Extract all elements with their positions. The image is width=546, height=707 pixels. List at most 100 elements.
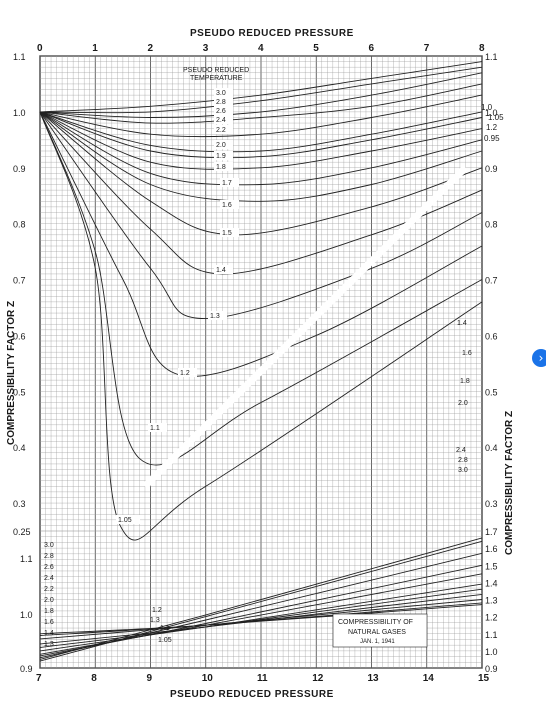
curve-label: 2.0 xyxy=(216,142,226,149)
curve-label: 1.9 xyxy=(216,153,226,160)
curve-lower-1.3 xyxy=(39,564,483,657)
x-tick-bottom: 10 xyxy=(202,673,214,684)
curve-label: 1.3 xyxy=(210,313,220,320)
lower-curve-label: 3.0 xyxy=(44,542,54,549)
y-tick-left-lower: 0.9 xyxy=(20,664,33,674)
right-curve-label: 0.95 xyxy=(484,134,500,143)
x-tick-top: 2 xyxy=(148,43,154,54)
x-tick-top: 1 xyxy=(92,43,98,54)
x-tick-bottom: 7 xyxy=(36,673,42,684)
curve-upper-2.6 xyxy=(39,72,483,118)
curve-upper-1.1 xyxy=(39,111,483,466)
lower-series-label: 1.05 xyxy=(158,637,172,644)
y-tick-right: 0.4 xyxy=(485,443,498,453)
x-tick-top: 4 xyxy=(258,43,264,54)
y-tick-right-lower: 1.6 xyxy=(485,544,498,554)
chart-title-top: PSEUDO REDUCED PRESSURE xyxy=(190,28,354,39)
right-curve-label: 1.0 xyxy=(481,103,493,112)
y-tick-left-lower: 1.0 xyxy=(20,610,33,620)
curve-upper-2.4 xyxy=(39,83,483,124)
right-curve-label: 1.2 xyxy=(486,123,498,132)
lower-series-label: 2.0 xyxy=(458,400,468,407)
lower-curve-label: 2.8 xyxy=(44,553,54,560)
y-tick-right: 1.1 xyxy=(485,52,498,62)
y-tick-right-lower: 1.5 xyxy=(485,561,498,571)
lower-series-label: 1.6 xyxy=(462,350,472,357)
y-tick-right-lower: 1.3 xyxy=(485,596,498,606)
y-tick-left: 1.1 xyxy=(13,52,26,62)
curve-label: 1.1 xyxy=(150,425,160,432)
label-bg xyxy=(214,88,233,97)
curve-lower-1.1 xyxy=(39,540,483,662)
label-bg xyxy=(214,151,233,160)
y-tick-left: 0.25 xyxy=(13,527,31,537)
label-bg xyxy=(214,125,233,134)
y-tick-left: 0.3 xyxy=(13,499,26,509)
y-tick-left: 0.9 xyxy=(13,164,26,174)
annotation-box xyxy=(332,613,428,648)
y-tick-right-lower: 0.9 xyxy=(485,664,498,674)
label-bg xyxy=(214,97,233,106)
y-tick-left: 0.6 xyxy=(13,331,26,341)
x-tick-bottom: 9 xyxy=(147,673,153,684)
y-tick-right: 0.8 xyxy=(485,220,498,230)
curve-upper-1.9 xyxy=(39,111,483,159)
x-tick-bottom: 14 xyxy=(423,673,435,684)
y-tick-right: 1.0 xyxy=(485,108,498,118)
y-tick-left: 0.5 xyxy=(13,387,26,397)
y-tick-left: 0.7 xyxy=(13,276,26,286)
diagonal-band xyxy=(142,165,468,489)
y-tick-right: 0.5 xyxy=(485,387,498,397)
x-tick-bottom: 13 xyxy=(368,673,380,684)
lower-series-label: 1.3 xyxy=(150,617,160,624)
y-tick-right: 0.9 xyxy=(485,164,498,174)
y-tick-left-lower: 1.1 xyxy=(20,554,33,564)
grid xyxy=(39,55,483,669)
x-axis-title-bottom: PSEUDO REDUCED PRESSURE xyxy=(170,689,334,700)
lower-curve-label: 2.4 xyxy=(44,575,54,582)
curve-upper-1.6 xyxy=(39,111,483,202)
label-bg xyxy=(148,423,167,432)
y-tick-right: 0.3 xyxy=(485,499,498,509)
label-bg xyxy=(220,228,239,237)
x-tick-bottom: 15 xyxy=(478,673,490,684)
curve-upper-2.2 xyxy=(39,94,483,138)
lower-series-label: 1.2 xyxy=(152,607,162,614)
curve-label: 2.8 xyxy=(216,99,226,106)
label-bg xyxy=(214,106,233,115)
label-bg xyxy=(214,162,233,171)
chevron-right-icon[interactable]: › xyxy=(532,349,546,367)
y-tick-right-lower: 1.2 xyxy=(485,613,498,623)
curve-upper-1.05 xyxy=(39,111,483,541)
label-bg xyxy=(116,515,140,524)
annotation-line: NATURAL GASES xyxy=(348,629,406,636)
curve-label: 1.5 xyxy=(222,230,232,237)
curve-label: 2.2 xyxy=(216,127,226,134)
lower-series-label: 1.8 xyxy=(460,378,470,385)
x-tick-top: 7 xyxy=(424,43,430,54)
y-axis-title-right: COMPRESSIBILITY FACTOR Z xyxy=(504,411,515,555)
y-tick-right-lower: 1.1 xyxy=(485,630,498,640)
x-tick-top: 0 xyxy=(37,43,43,54)
curve-label: 1.7 xyxy=(222,180,232,187)
curve-label: 1.05 xyxy=(118,517,132,524)
lower-series-label: 2.8 xyxy=(458,457,468,464)
x-tick-bottom: 12 xyxy=(312,673,324,684)
curve-upper-2.0 xyxy=(39,111,483,153)
label-bg xyxy=(208,311,227,320)
label-bg xyxy=(214,140,233,149)
x-tick-bottom: 11 xyxy=(257,673,268,684)
x-tick-bottom: 8 xyxy=(91,673,97,684)
curve-label: 3.0 xyxy=(216,90,226,97)
y-tick-right: 0.6 xyxy=(485,331,498,341)
annotation-line: JAN. 1, 1941 xyxy=(360,639,395,645)
curve-label: 1.4 xyxy=(216,267,226,274)
curve-label: 2.6 xyxy=(216,108,226,115)
y-tick-left: 0.8 xyxy=(13,220,26,230)
curve-upper-1.7 xyxy=(39,111,483,186)
label-bg xyxy=(220,200,239,209)
x-tick-top: 3 xyxy=(203,43,209,54)
y-tick-right-lower: 1.4 xyxy=(485,578,498,588)
